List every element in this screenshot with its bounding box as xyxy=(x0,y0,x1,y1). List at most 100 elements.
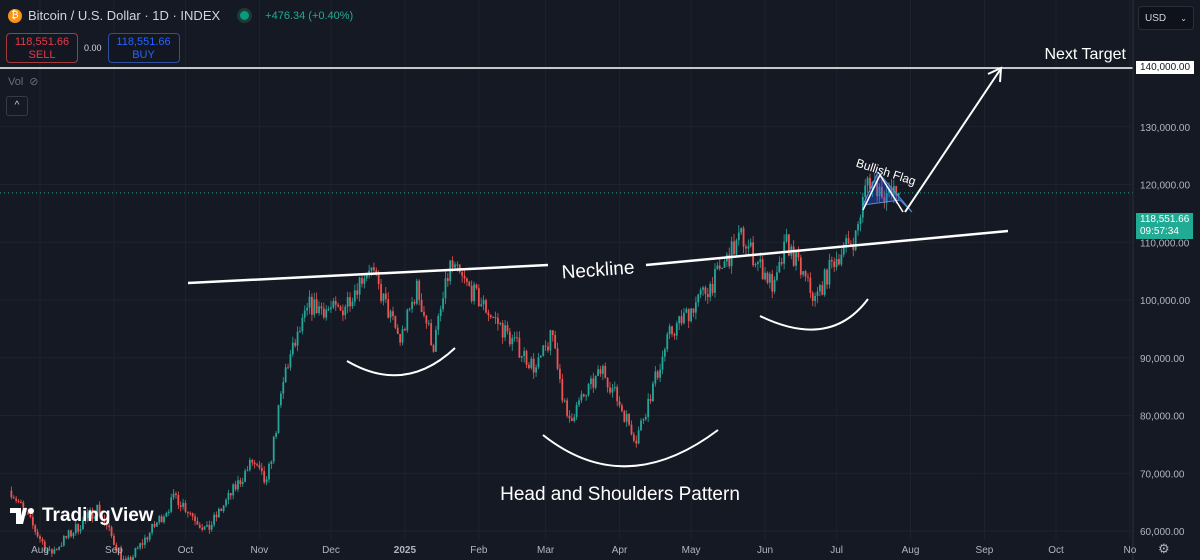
candle-body xyxy=(840,254,843,265)
collapse-legend-button[interactable]: ^ xyxy=(6,96,28,116)
candle-body xyxy=(108,525,111,528)
last-price-tag: 118,551.66 09:57:34 xyxy=(1136,213,1194,239)
candle-body xyxy=(580,394,583,401)
candle-body xyxy=(759,259,762,263)
candles xyxy=(10,172,900,560)
symbol-title[interactable]: Bitcoin / U.S. Dollar · 1D · INDEX xyxy=(28,8,221,23)
candle-body xyxy=(246,469,249,471)
candle-body xyxy=(463,275,466,279)
candle-body xyxy=(616,386,619,402)
candle-body xyxy=(737,232,740,241)
candle-body xyxy=(747,246,750,249)
candle-body xyxy=(508,331,511,345)
candle-body xyxy=(105,522,108,526)
candle-body xyxy=(601,365,604,374)
candle-body xyxy=(315,299,318,314)
candle-body xyxy=(547,346,549,351)
candle-body xyxy=(155,522,158,527)
candle-body xyxy=(339,306,342,311)
candle-body xyxy=(373,267,375,271)
currency-select[interactable]: USD ⌄ xyxy=(1138,6,1194,30)
bar-countdown: 09:57:34 xyxy=(1140,226,1179,237)
candle-body xyxy=(740,228,743,233)
currency-value: USD xyxy=(1145,13,1167,24)
candle-body xyxy=(799,257,802,275)
candle-body xyxy=(234,484,237,490)
target-arrow-line xyxy=(904,69,1001,213)
candle-body xyxy=(365,273,368,279)
candle-body xyxy=(735,240,738,255)
candle-body xyxy=(294,342,297,346)
flag-pole xyxy=(862,173,904,213)
logo-text: TradingView xyxy=(42,505,154,526)
candle-body xyxy=(144,537,146,545)
eye-hidden-icon[interactable]: ⊘ xyxy=(29,76,39,88)
candle-body xyxy=(573,417,576,422)
candle-body xyxy=(382,293,385,302)
candle-body xyxy=(683,312,685,324)
sell-button[interactable]: 118,551.66 SELL xyxy=(6,33,78,63)
candle-body xyxy=(167,511,170,513)
candle-body xyxy=(320,306,323,309)
candle-body xyxy=(210,524,213,530)
candle-body xyxy=(647,398,650,417)
next-target-label: Next Target xyxy=(1044,46,1126,63)
settings-gear-icon[interactable]: ⚙ xyxy=(1158,541,1170,556)
candle-body xyxy=(611,388,614,393)
candle-body xyxy=(368,270,371,274)
candle-body xyxy=(225,499,227,506)
x-tick-label: Feb xyxy=(470,545,488,556)
candle-body xyxy=(361,277,363,284)
candle-body xyxy=(394,316,397,328)
candle-body xyxy=(823,269,826,295)
candle-body xyxy=(62,535,65,546)
candle-body xyxy=(70,530,72,537)
candle-body xyxy=(561,379,564,401)
buy-price: 118,551.66 xyxy=(116,36,171,48)
candle-body xyxy=(248,459,251,470)
candle-body xyxy=(444,278,447,299)
candle-body xyxy=(279,393,282,406)
buy-button[interactable]: 118,551.66 BUY xyxy=(107,33,180,63)
candle-body xyxy=(475,284,478,289)
candle-body xyxy=(625,413,628,422)
candle-body xyxy=(811,292,814,301)
candle-body xyxy=(568,415,571,419)
candle-body xyxy=(640,420,642,431)
candle-body xyxy=(146,537,149,540)
candle-body xyxy=(814,295,817,301)
candle-body xyxy=(432,345,435,352)
candle-body xyxy=(525,351,528,365)
candle-body xyxy=(530,358,533,369)
candle-body xyxy=(830,259,833,262)
candle-body xyxy=(692,308,695,313)
candle-body xyxy=(668,326,671,335)
candle-body xyxy=(439,309,442,316)
candle-body xyxy=(182,502,184,507)
candle-body xyxy=(513,337,516,339)
candle-body xyxy=(852,244,855,250)
candle-body xyxy=(175,493,177,496)
candle-body xyxy=(213,514,216,525)
candle-body xyxy=(587,384,590,396)
candle-body xyxy=(468,281,471,286)
candle-body xyxy=(494,317,497,319)
candle-body xyxy=(787,234,790,256)
candle-body xyxy=(792,246,795,266)
candle-body xyxy=(287,367,289,369)
x-tick-label: May xyxy=(682,545,701,556)
candle-body xyxy=(764,272,766,280)
candle-body xyxy=(12,497,15,499)
candle-body xyxy=(332,301,335,308)
volume-label: Vol xyxy=(8,75,24,88)
candle-body xyxy=(556,348,559,369)
neckline-right xyxy=(645,229,1009,267)
candle-body xyxy=(699,289,702,295)
candle-body xyxy=(203,526,206,530)
candle-body xyxy=(31,517,34,526)
x-tick-label: Sep xyxy=(105,545,123,556)
candle-body xyxy=(251,459,254,463)
candle-body xyxy=(93,516,96,519)
candle-body xyxy=(20,501,22,503)
